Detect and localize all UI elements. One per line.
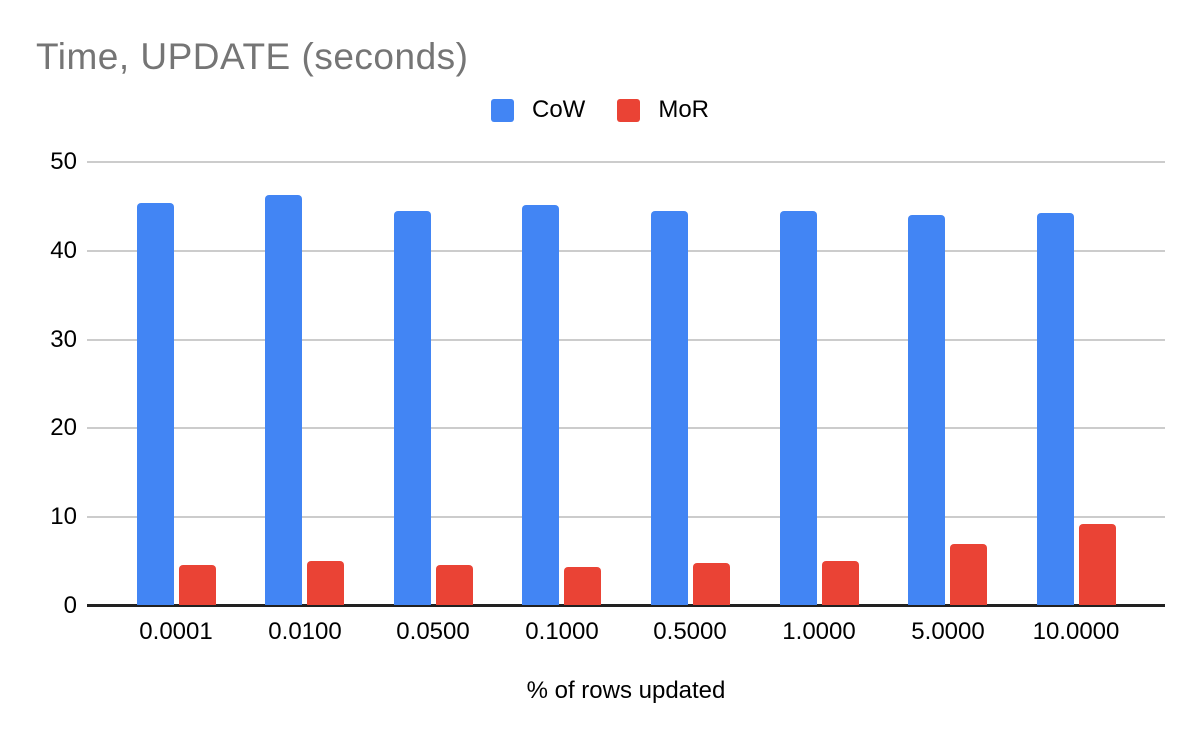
bar-mor-0.5000[interactable] xyxy=(693,563,730,605)
x-tick-label-0.0500: 0.0500 xyxy=(396,618,470,645)
bar-mor-0.1000[interactable] xyxy=(564,567,601,605)
gridline-30 xyxy=(87,339,1165,341)
x-tick-label-0.1000: 0.1000 xyxy=(525,618,599,645)
legend-swatch-cow xyxy=(490,98,514,122)
x-tick-label-10.0000: 10.0000 xyxy=(1032,618,1120,645)
y-tick-label-30: 30 xyxy=(50,326,77,353)
bar-mor-0.0001[interactable] xyxy=(179,565,216,605)
y-tick-label-20: 20 xyxy=(50,414,77,441)
gridline-10 xyxy=(87,516,1165,518)
legend-label-mor: MoR xyxy=(658,96,709,123)
x-tick-label-5.0000: 5.0000 xyxy=(911,618,985,645)
bar-cow-0.0001[interactable] xyxy=(137,203,174,605)
bar-mor-10.0000[interactable] xyxy=(1079,524,1116,605)
legend-swatch-mor xyxy=(617,98,641,122)
gridline-50 xyxy=(87,161,1165,163)
chart-title: Time, UPDATE (seconds) xyxy=(36,36,469,77)
bar-cow-5.0000[interactable] xyxy=(908,215,945,605)
x-tick-label-0.0001: 0.0001 xyxy=(139,618,213,645)
y-tick-label-50: 50 xyxy=(50,148,77,175)
x-tick-label-1.0000: 1.0000 xyxy=(782,618,856,645)
gridline-20 xyxy=(87,427,1165,429)
y-tick-label-40: 40 xyxy=(50,237,77,264)
legend-item-mor[interactable]: MoR xyxy=(617,96,709,124)
bar-cow-0.5000[interactable] xyxy=(651,211,688,605)
bar-mor-0.0500[interactable] xyxy=(436,565,473,605)
bar-cow-0.1000[interactable] xyxy=(522,205,559,605)
y-tick-label-10: 10 xyxy=(50,503,77,530)
legend: CoW MoR xyxy=(0,96,1200,124)
x-axis-title: % of rows updated xyxy=(526,677,726,704)
legend-label-cow: CoW xyxy=(531,96,586,123)
gridline-40 xyxy=(87,250,1165,252)
x-tick-label-0.0100: 0.0100 xyxy=(268,618,342,645)
bar-mor-1.0000[interactable] xyxy=(822,561,859,605)
y-tick-label-0: 0 xyxy=(63,592,77,619)
bar-cow-0.0500[interactable] xyxy=(394,211,431,605)
legend-item-cow[interactable]: CoW xyxy=(490,96,586,124)
bar-cow-10.0000[interactable] xyxy=(1037,213,1074,605)
bar-cow-0.0100[interactable] xyxy=(265,195,302,605)
x-tick-label-0.5000: 0.5000 xyxy=(653,618,727,645)
bar-mor-0.0100[interactable] xyxy=(307,561,344,605)
bar-mor-5.0000[interactable] xyxy=(950,544,987,605)
bar-cow-1.0000[interactable] xyxy=(780,211,817,605)
x-axis-line xyxy=(87,604,1165,607)
